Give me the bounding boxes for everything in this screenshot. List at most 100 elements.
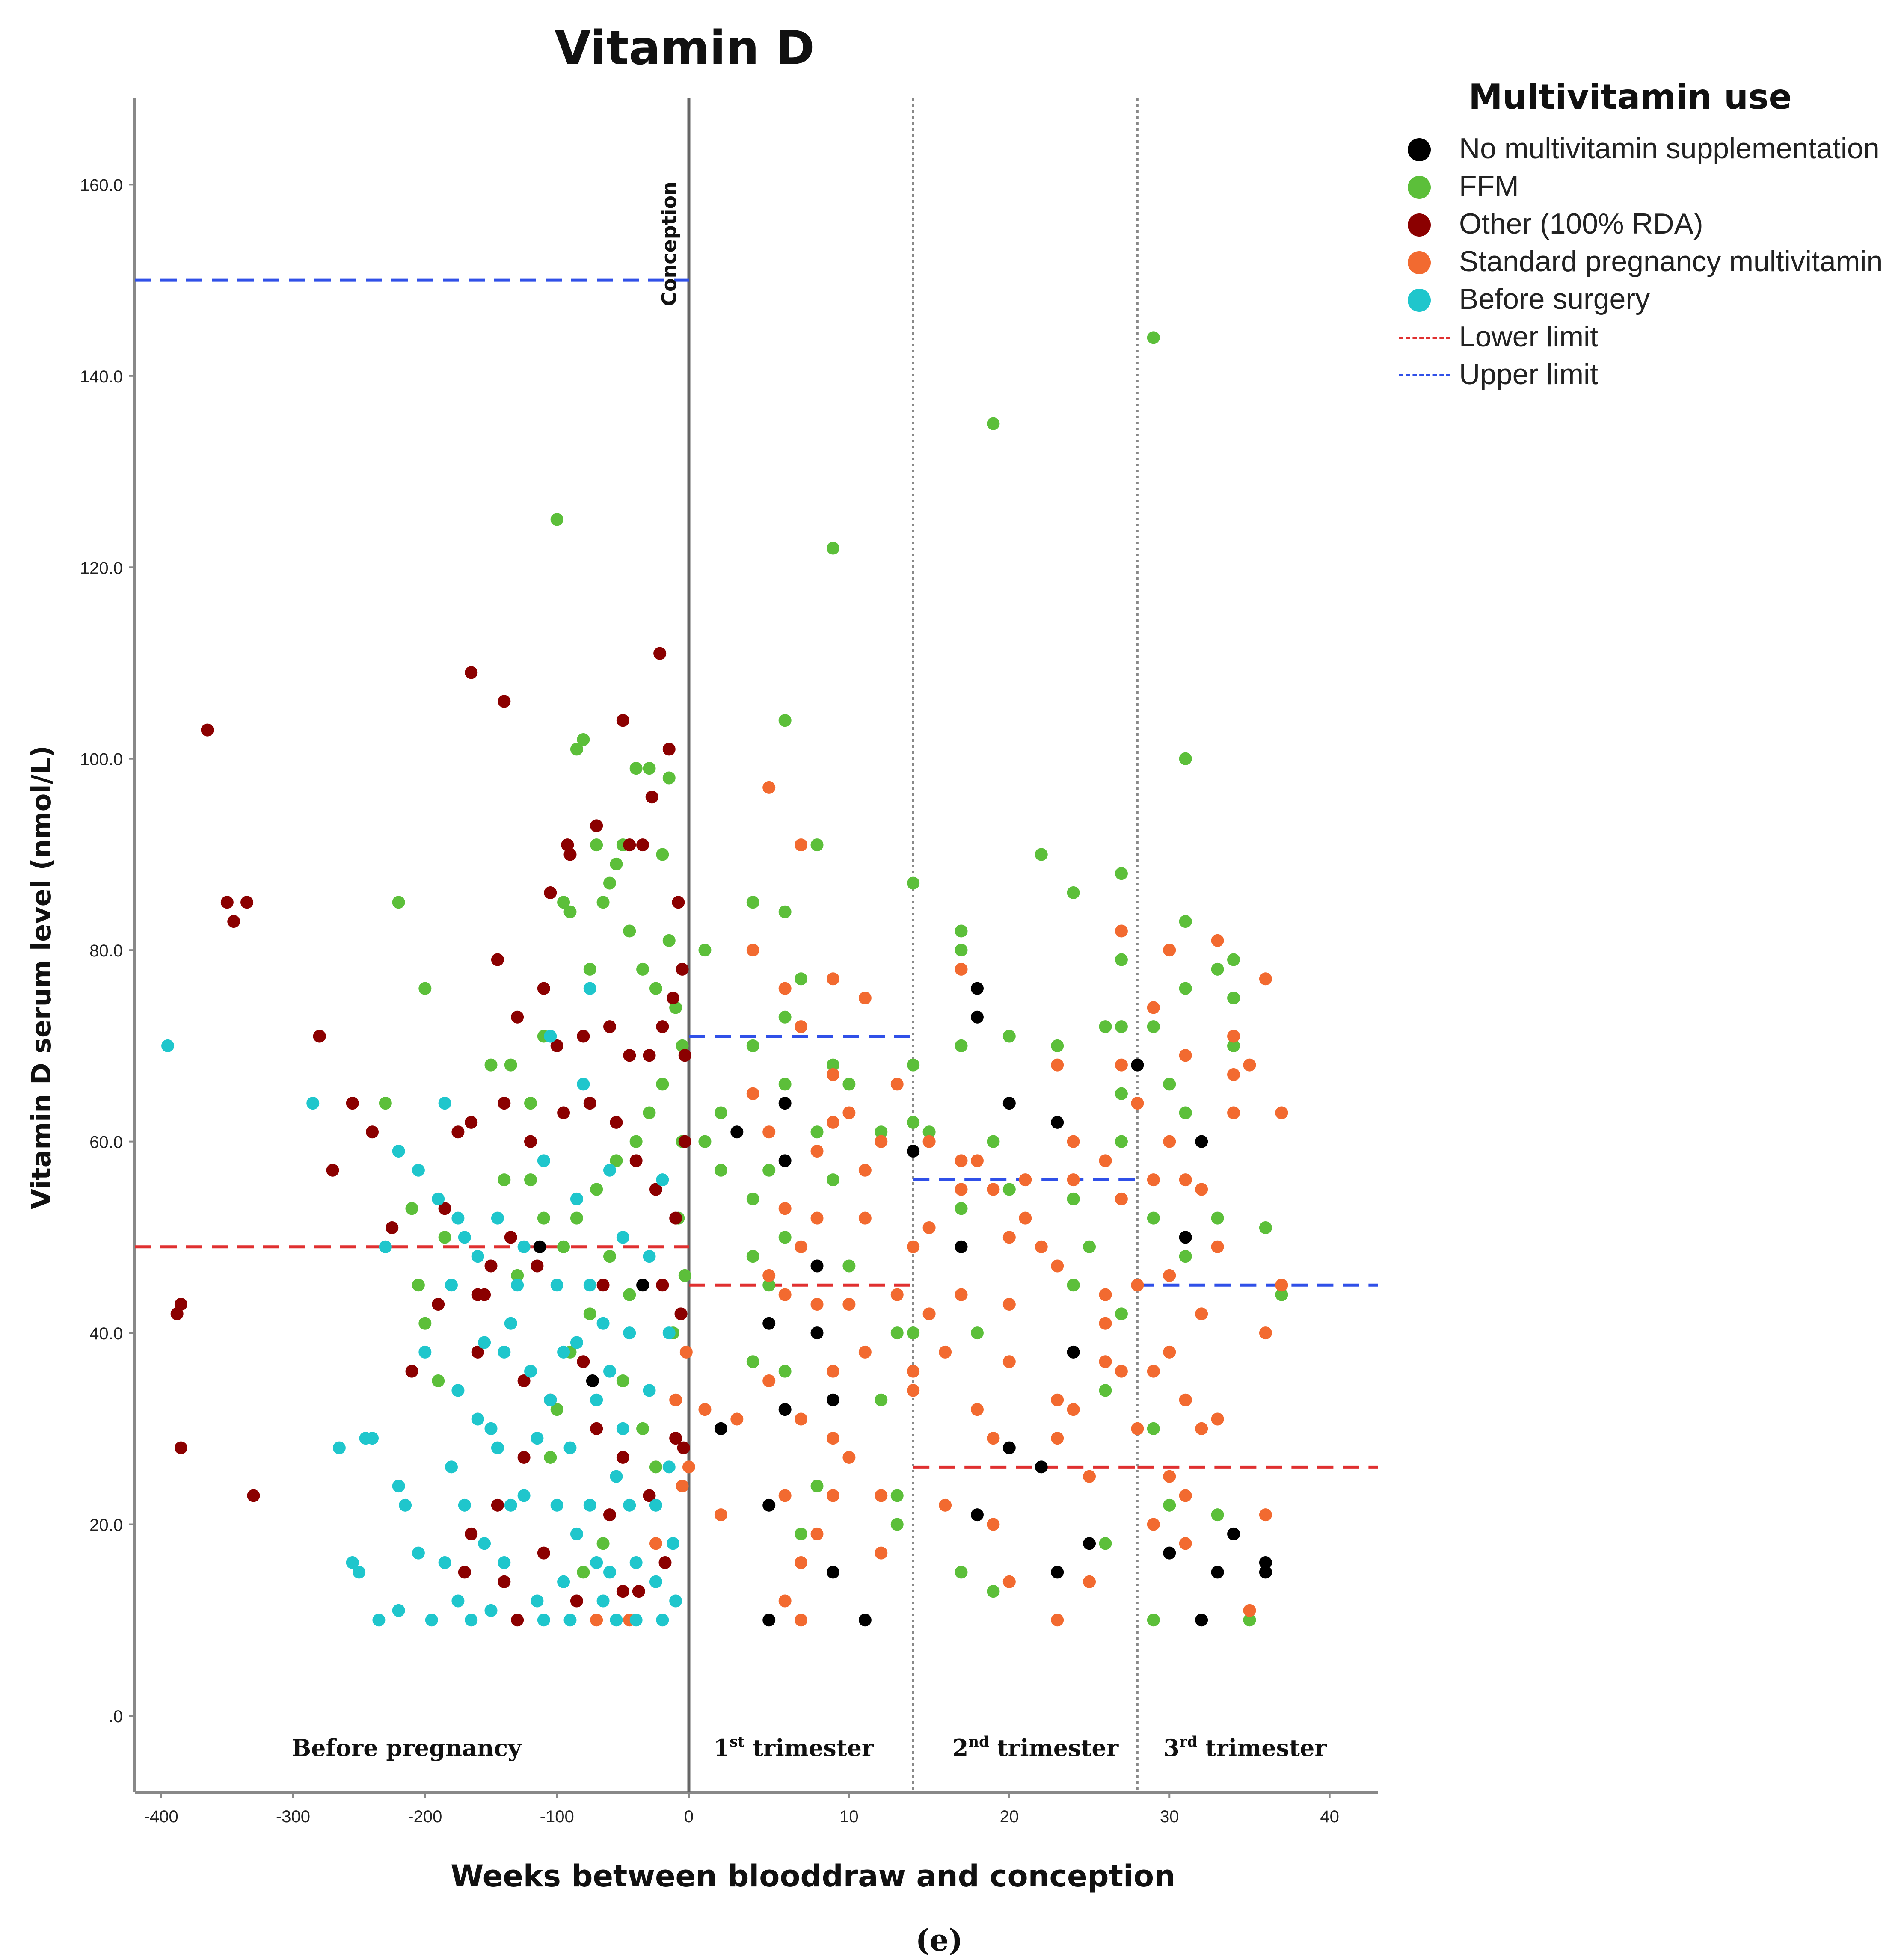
data-point-ffm: [842, 1259, 856, 1273]
data-point-ffm: [1275, 1288, 1288, 1301]
data-point-other-100-rda: [511, 1614, 524, 1627]
data-point-standard-pregnancy-multivitamin: [1099, 1355, 1112, 1368]
data-point-ffm: [875, 1393, 888, 1406]
data-point-before-surgery: [544, 1393, 557, 1406]
data-point-before-surgery: [563, 1614, 577, 1627]
data-point-before-surgery: [662, 1326, 676, 1340]
data-point-standard-pregnancy-multivitamin: [922, 1307, 936, 1320]
data-point-ffm: [577, 1566, 590, 1579]
data-point-no-multivitamin-supplementation: [970, 1508, 984, 1522]
data-point-before-surgery: [478, 1537, 491, 1550]
data-point-standard-pregnancy-multivitamin: [858, 1345, 872, 1359]
data-point-standard-pregnancy-multivitamin: [1002, 1297, 1016, 1311]
data-point-ffm: [810, 1480, 824, 1493]
data-point-ffm: [1099, 1020, 1112, 1033]
y-tick-label: 20.0: [89, 1516, 123, 1535]
data-point-other-100-rda: [632, 1585, 645, 1598]
legend-item: FFM: [1395, 167, 1900, 205]
data-point-ffm: [596, 1537, 610, 1550]
data-point-no-multivitamin-supplementation: [1227, 1527, 1240, 1540]
data-point-no-multivitamin-supplementation: [955, 1240, 968, 1253]
data-point-ffm: [1115, 867, 1128, 880]
data-point-before-surgery: [451, 1211, 465, 1225]
data-point-before-surgery: [610, 1470, 623, 1483]
data-point-ffm: [662, 934, 676, 947]
data-point-before-surgery: [346, 1556, 359, 1569]
data-point-other-100-rda: [240, 896, 254, 909]
data-point-no-multivitamin-supplementation: [1083, 1537, 1096, 1550]
data-point-before-surgery: [570, 1192, 583, 1205]
data-point-standard-pregnancy-multivitamin: [1259, 1508, 1272, 1522]
data-point-ffm: [629, 1135, 643, 1148]
data-point-standard-pregnancy-multivitamin: [679, 1345, 693, 1359]
legend-label: Other (100% RDA): [1459, 207, 1703, 240]
data-point-ffm: [778, 1078, 792, 1091]
data-point-ffm: [826, 1173, 839, 1187]
data-point-standard-pregnancy-multivitamin: [826, 1365, 839, 1378]
data-point-standard-pregnancy-multivitamin: [922, 1221, 936, 1234]
data-point-other-100-rda: [451, 1125, 465, 1139]
data-point-before-surgery: [623, 1326, 636, 1340]
data-point-ffm: [907, 876, 920, 890]
data-point-other-100-rda: [577, 1355, 590, 1368]
data-point-before-surgery: [484, 1422, 498, 1435]
data-point-no-multivitamin-supplementation: [533, 1240, 546, 1253]
data-point-no-multivitamin-supplementation: [970, 1010, 984, 1024]
data-point-ffm: [678, 1269, 691, 1282]
data-point-before-surgery: [517, 1240, 531, 1253]
data-point-ffm: [418, 982, 432, 995]
data-point-standard-pregnancy-multivitamin: [1275, 1106, 1288, 1119]
data-point-ffm: [955, 1039, 968, 1052]
data-point-ffm: [1211, 1211, 1224, 1225]
data-point-ffm: [405, 1202, 418, 1215]
data-point-before-surgery: [399, 1498, 412, 1512]
data-point-ffm: [1179, 1250, 1192, 1263]
data-point-before-surgery: [596, 1594, 610, 1608]
data-point-before-surgery: [616, 1422, 629, 1435]
data-point-standard-pregnancy-multivitamin: [1227, 1030, 1240, 1043]
data-point-standard-pregnancy-multivitamin: [1131, 1097, 1144, 1110]
data-point-ffm: [1227, 953, 1240, 966]
data-point-standard-pregnancy-multivitamin: [1259, 972, 1272, 986]
data-point-other-100-rda: [676, 962, 689, 976]
data-point-standard-pregnancy-multivitamin: [955, 1183, 968, 1196]
data-point-ffm: [1227, 992, 1240, 1005]
data-point-other-100-rda: [616, 714, 629, 727]
data-point-before-surgery: [629, 1614, 643, 1627]
data-point-ffm: [1147, 331, 1160, 344]
data-point-standard-pregnancy-multivitamin: [698, 1403, 712, 1416]
data-point-other-100-rda: [596, 1279, 610, 1292]
data-point-ffm: [955, 1566, 968, 1579]
data-point-other-100-rda: [674, 1307, 688, 1320]
data-point-no-multivitamin-supplementation: [730, 1125, 744, 1139]
data-point-no-multivitamin-supplementation: [826, 1393, 839, 1406]
figure-label: (e): [916, 1922, 963, 1958]
legend-dash-icon: [1395, 318, 1459, 355]
data-point-ffm: [643, 1106, 656, 1119]
data-point-other-100-rda: [616, 1585, 629, 1598]
x-tick-label: -100: [540, 1807, 574, 1826]
data-point-standard-pregnancy-multivitamin: [858, 992, 872, 1005]
data-point-before-surgery: [353, 1566, 366, 1579]
data-point-other-100-rda: [405, 1365, 418, 1378]
data-point-ffm: [412, 1279, 425, 1292]
data-point-ffm: [810, 838, 824, 852]
data-point-standard-pregnancy-multivitamin: [1179, 1173, 1192, 1187]
data-point-before-surgery: [531, 1432, 544, 1445]
data-point-before-surgery: [583, 982, 596, 995]
data-point-standard-pregnancy-multivitamin: [1227, 1068, 1240, 1081]
data-point-standard-pregnancy-multivitamin: [1099, 1154, 1112, 1167]
data-point-before-surgery: [524, 1365, 537, 1378]
data-point-ffm: [392, 896, 405, 909]
legend-dash-icon: [1395, 355, 1459, 393]
data-point-standard-pregnancy-multivitamin: [746, 944, 759, 957]
data-point-no-multivitamin-supplementation: [762, 1614, 776, 1627]
data-point-ffm: [1259, 1221, 1272, 1234]
data-point-ffm: [616, 1374, 629, 1387]
data-point-other-100-rda: [498, 1575, 511, 1588]
data-point-before-surgery: [451, 1384, 465, 1397]
data-point-before-surgery: [445, 1460, 458, 1474]
legend-item: Before surgery: [1395, 280, 1900, 318]
data-point-standard-pregnancy-multivitamin: [714, 1508, 727, 1522]
data-point-no-multivitamin-supplementation: [586, 1374, 599, 1387]
